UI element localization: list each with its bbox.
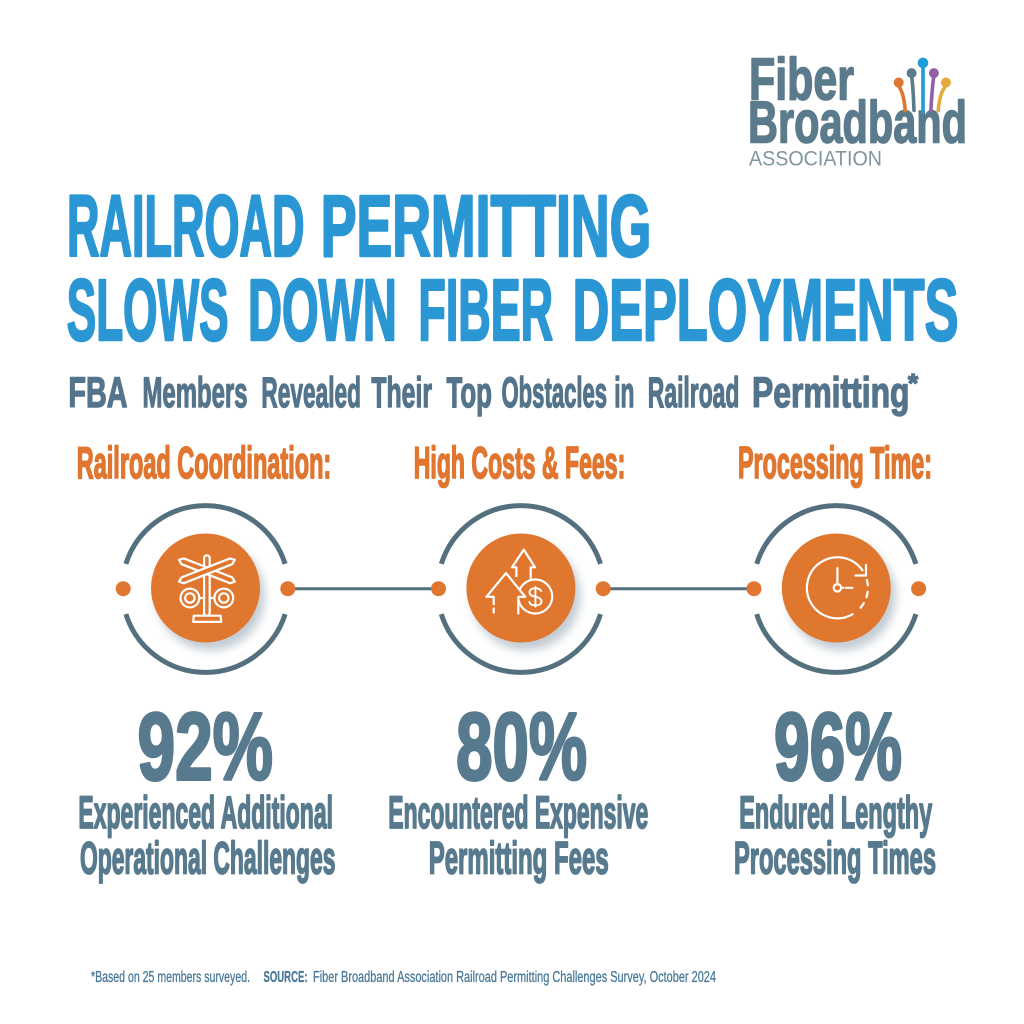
svg-text:Permitting Fees: Permitting Fees (429, 832, 609, 883)
svg-text:Processing Times: Processing Times (734, 832, 936, 883)
svg-text:Revealed: Revealed (261, 369, 361, 417)
svg-text:Railroad Coordination:: Railroad Coordination: (77, 439, 332, 488)
svg-text:96%: 96% (774, 694, 902, 801)
svg-text:DOWN: DOWN (248, 262, 397, 359)
svg-text:SOURCE:: SOURCE: (264, 969, 308, 986)
svg-text:SLOWS: SLOWS (67, 262, 229, 359)
svg-text:in: in (614, 369, 634, 417)
svg-text:Top: Top (447, 369, 492, 417)
svg-text:Railroad: Railroad (648, 369, 740, 417)
svg-text:80%: 80% (456, 694, 587, 801)
svg-text:RAILROAD: RAILROAD (67, 178, 305, 275)
svg-text:Obstacles: Obstacles (502, 369, 608, 417)
svg-text:Operational Challenges: Operational Challenges (80, 832, 336, 883)
svg-text:PERMITTING: PERMITTING (321, 178, 652, 275)
svg-text:Their: Their (371, 369, 432, 417)
svg-text:FBA: FBA (68, 369, 127, 417)
svg-text:92%: 92% (137, 694, 273, 801)
svg-text:Processing Time:: Processing Time: (738, 439, 932, 488)
svg-text:High Costs & Fees:: High Costs & Fees: (414, 439, 626, 488)
svg-text:Members: Members (143, 369, 248, 417)
svg-text:Experienced Additional: Experienced Additional (78, 787, 333, 838)
svg-text:Encountered Expensive: Encountered Expensive (388, 787, 648, 838)
svg-text:Fiber: Fiber (749, 47, 854, 113)
svg-text:Endured Lengthy: Endured Lengthy (739, 787, 932, 838)
svg-text:FIBER: FIBER (418, 262, 553, 359)
svg-text:*Based on 25 members surveyed.: *Based on 25 members surveyed. (91, 969, 250, 986)
svg-text:ASSOCIATION: ASSOCIATION (749, 147, 882, 171)
svg-text:*: * (908, 368, 919, 398)
svg-text:Fiber Broadband Association Ra: Fiber Broadband Association Railroad Per… (313, 969, 716, 986)
svg-text:Permitting: Permitting (752, 369, 910, 417)
svg-text:DEPLOYMENTS: DEPLOYMENTS (573, 262, 959, 359)
